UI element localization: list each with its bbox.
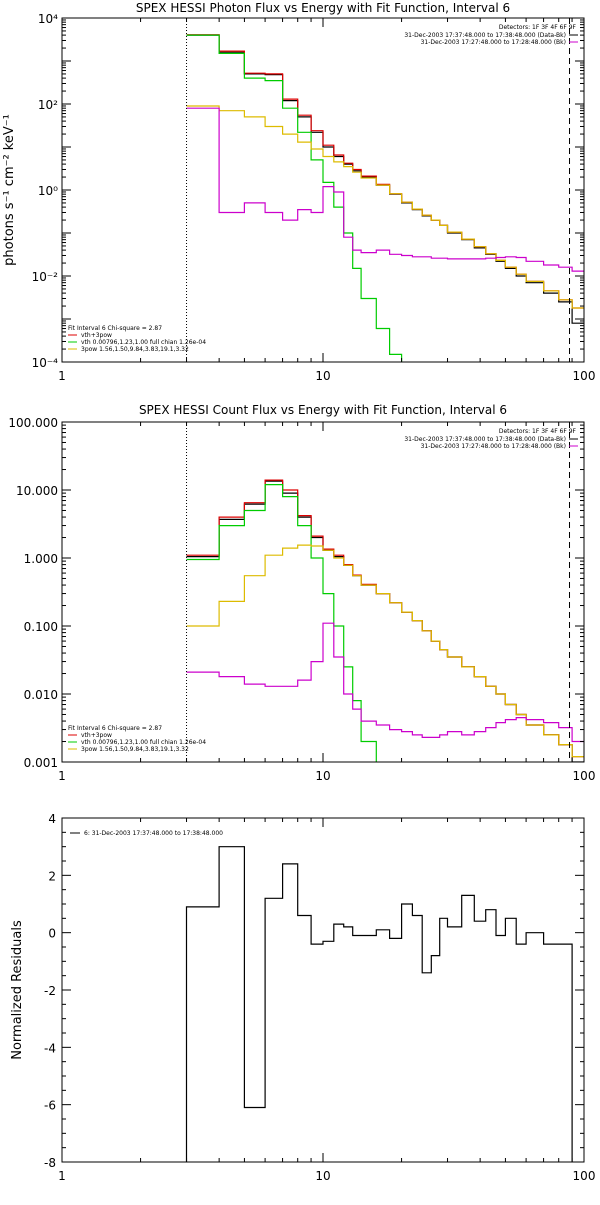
chart-title: SPEX HESSI Count Flux vs Energy with Fit… xyxy=(139,403,507,417)
y-tick-label: 0.100 xyxy=(24,620,58,634)
series-line-vth xyxy=(186,34,403,362)
y-axis-label: photons s⁻¹ cm⁻² keV⁻¹ xyxy=(2,114,17,266)
y-tick-label: 0 xyxy=(48,927,56,941)
series-line-3pow xyxy=(186,544,584,758)
plot-area xyxy=(186,34,584,362)
series-line-1 xyxy=(185,846,573,1162)
y-tick-label: 0.010 xyxy=(24,688,58,702)
legend-entry: vth+3pow xyxy=(81,732,112,739)
chart-panel-2: SPEX HESSI Count Flux vs Energy with Fit… xyxy=(8,403,595,783)
y-tick-label: 10⁻² xyxy=(32,270,59,284)
y-tick-label: -2 xyxy=(44,984,56,998)
plot-area xyxy=(185,846,573,1162)
legend-entry: 3pow 1.56,1.50,9.84,3.83,19.1,3.32 xyxy=(81,746,189,753)
y-tick-label: 1.000 xyxy=(24,552,58,566)
legend-entry: 3pow 1.56,1.50,9.84,3.83,19.1,3.32 xyxy=(81,346,189,353)
y-tick-label: 10⁰ xyxy=(38,184,58,198)
chart-panel-3: 1 10 100 -8 -6 -4 -2 0 2 4 Normalized Residuals 6: … xyxy=(10,812,595,1183)
x-tick-label: 100 xyxy=(573,769,596,783)
x-tick-label: 10 xyxy=(315,1169,330,1183)
plot-frame xyxy=(61,817,585,1163)
x-tick-label: 100 xyxy=(573,369,596,383)
legend-entry: vth 0.00796,1.23,1.00 full chian 1.26e-0… xyxy=(81,739,206,746)
legend-detectors: Detectors: 1F 3F 4F 6F 9F xyxy=(499,428,577,435)
y-tick-label: 10² xyxy=(38,98,58,112)
y-tick-label: 10.000 xyxy=(16,484,58,498)
chart-title: SPEX HESSI Photon Flux vs Energy with Fi… xyxy=(136,1,510,15)
y-tick-label: 0.001 xyxy=(24,756,58,770)
series-line-vth-3pow xyxy=(186,34,584,309)
y-tick-label: -4 xyxy=(44,1041,56,1055)
x-tick-label: 10 xyxy=(315,369,330,383)
series-line-bk xyxy=(186,622,584,743)
chart-panel-1: SPEX HESSI Photon Flux vs Energy with Fi… xyxy=(2,1,595,383)
plot-area xyxy=(186,479,584,762)
legend-entry: 31-Dec-2003 17:37:48.000 to 17:38:48.000… xyxy=(404,436,566,443)
y-axis-label: Normalized Residuals xyxy=(10,920,25,1060)
y-tick-label: 2 xyxy=(48,869,56,883)
y-tick-label: 10⁴ xyxy=(38,12,58,26)
series-line-bk xyxy=(186,107,584,272)
y-tick-label: 100.000 xyxy=(8,416,58,430)
legend-entry: 31-Dec-2003 17:27:48.000 to 17:28:48.000… xyxy=(421,39,566,46)
legend-fit-header: Fit Interval 6 Chi-square = 2.87 xyxy=(68,325,162,332)
legend-detectors: Detectors: 1F 3F 4F 6F 9F xyxy=(499,24,577,31)
x-tick-label: 10 xyxy=(315,769,330,783)
x-tick-label: 1 xyxy=(58,369,66,383)
x-tick-label: 1 xyxy=(58,769,66,783)
y-tick-label: 4 xyxy=(48,812,56,826)
y-tick-label: -8 xyxy=(44,1156,56,1170)
y-tick-label: -6 xyxy=(44,1099,56,1113)
x-tick-label: 100 xyxy=(573,1169,596,1183)
series-line-3pow xyxy=(186,105,584,309)
legend-fit-header: Fit Interval 6 Chi-square = 2.87 xyxy=(68,725,162,732)
legend-entry: 31-Dec-2003 17:37:48.000 to 17:38:48.000… xyxy=(404,32,566,39)
legend-entry: 31-Dec-2003 17:27:48.000 to 17:28:48.000… xyxy=(421,443,566,450)
series-line-vth-3pow xyxy=(186,479,584,758)
series-line-data-bk xyxy=(186,480,584,762)
series-line-vth xyxy=(186,484,377,762)
legend-entry: vth+3pow xyxy=(81,332,112,339)
legend-entry: 6: 31-Dec-2003 17:37:48.000 to 17:38:48.… xyxy=(84,830,223,837)
y-tick-label: 10⁻⁴ xyxy=(32,356,59,370)
legend-entry: vth 0.00796,1.23,1.00 full chian 1.26e-0… xyxy=(81,339,206,346)
x-tick-label: 1 xyxy=(58,1169,66,1183)
